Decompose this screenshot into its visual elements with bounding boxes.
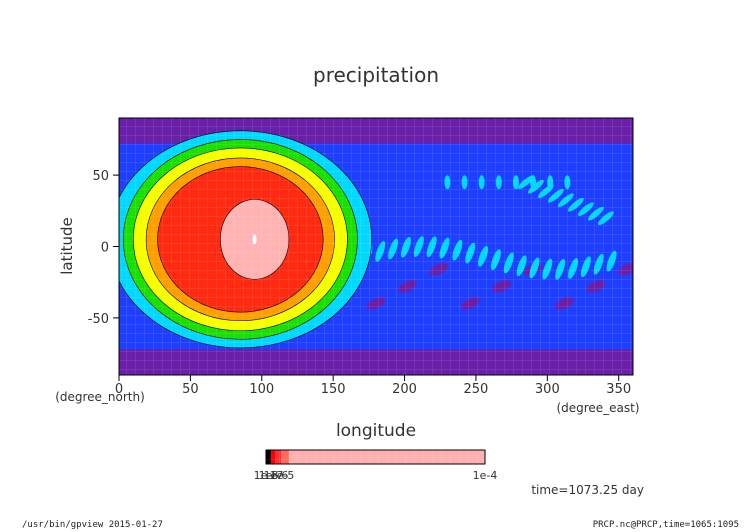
x-unit-label: (degree_east) (556, 401, 639, 415)
x-tick-label: 350 (606, 382, 631, 397)
x-tick-label: 100 (249, 382, 274, 397)
colorbar-frame (265, 449, 486, 465)
footer-right: PRCP.nc@PRCP,time=1065:1095 (593, 520, 739, 530)
colorbar-label-overlap-3: 1e-5 (270, 469, 295, 482)
time-label: time=1073.25 day (531, 483, 644, 497)
x-axis-label: longitude (336, 421, 416, 441)
y-axis: 50 0 -50 (88, 169, 119, 327)
y-unit-label: (degree_north) (55, 390, 145, 404)
colorbar-label-overlap-1: 1e-7 (259, 469, 284, 482)
colorbar-grid (266, 450, 485, 464)
colorbar-label-max: 1e-4 (473, 469, 498, 482)
grid-overlay (119, 118, 633, 375)
y-tick-label: 50 (92, 169, 109, 184)
x-tick-label: 300 (535, 382, 560, 397)
x-tick-label: 250 (464, 382, 489, 397)
colorbar-label-overlap-2: 1e-6 (264, 469, 289, 482)
footer-left: /usr/bin/gpview 2015-01-27 (22, 520, 163, 530)
x-tick-label: 200 (392, 382, 417, 397)
colorbar-label-min: 1e-8 (254, 469, 279, 482)
chart-title: precipitation (313, 63, 439, 87)
colorbar: 1e-8 1e-7 1e-6 1e-5 1e-4 (254, 449, 498, 482)
y-tick-label: 0 (101, 241, 109, 256)
x-tick-label: 150 (321, 382, 346, 397)
y-axis-label: latitude (58, 217, 76, 275)
x-axis: 0 50 100 150 200 250 300 350 (115, 375, 631, 397)
y-tick-label: -50 (88, 312, 109, 327)
x-tick-label: 0 (115, 382, 123, 397)
x-tick-label: 50 (182, 382, 199, 397)
